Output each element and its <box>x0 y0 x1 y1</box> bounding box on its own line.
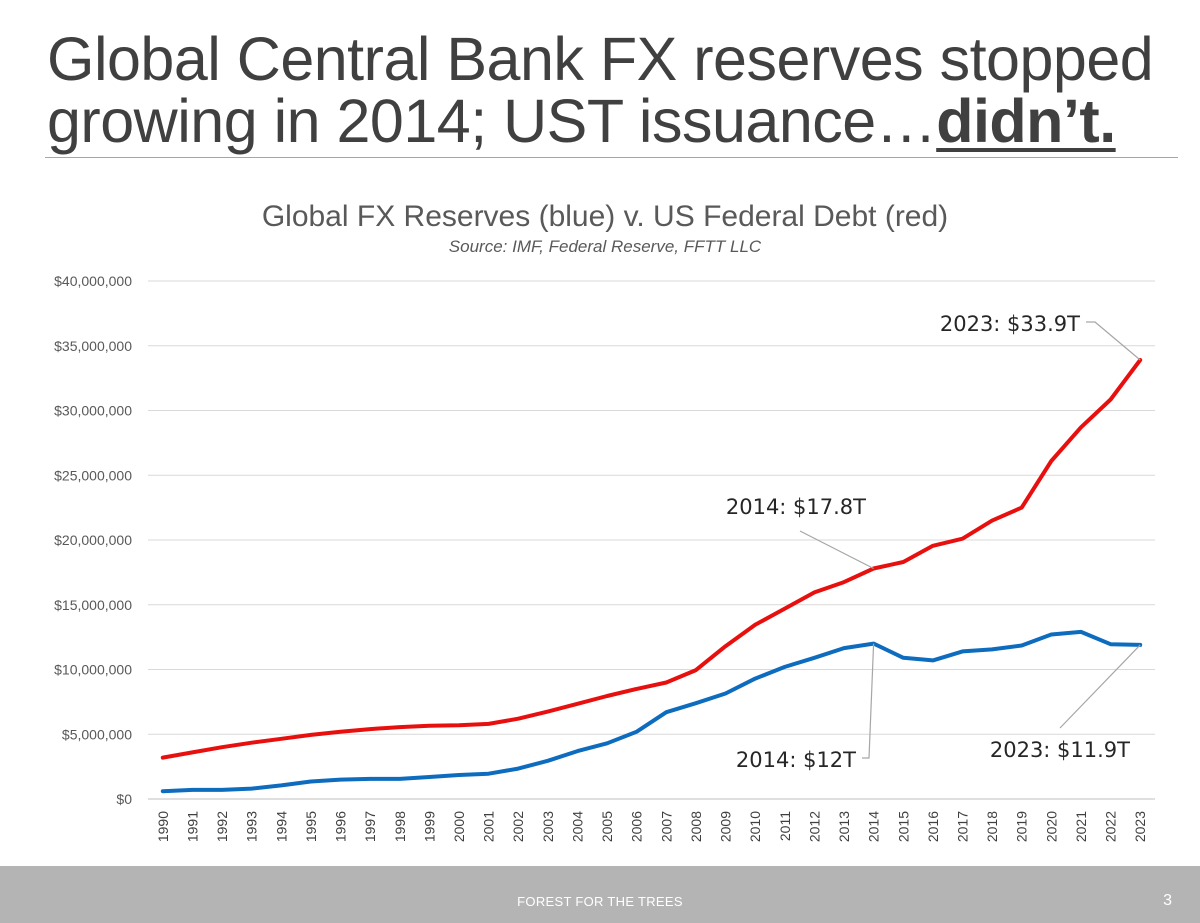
x-tick-label: 2008 <box>688 811 704 842</box>
x-tick-label: 2015 <box>895 811 911 842</box>
annotation-leader <box>862 643 875 759</box>
x-tick-label: 2005 <box>599 811 615 842</box>
footer-text: FOREST FOR THE TREES <box>517 894 683 909</box>
x-tick-label: 2021 <box>1073 811 1089 842</box>
y-axis-ticks: $0 $5,000,000 $10,000,000 $15,000,000 $20,00… <box>54 273 132 807</box>
x-tick-label: 2014 <box>866 811 882 842</box>
x-tick-label: 1990 <box>155 811 171 842</box>
y-tick-label: $30,000,000 <box>54 403 132 419</box>
slide-title-emphasis: didn’t. <box>936 87 1116 155</box>
series-lines <box>160 358 1143 794</box>
annotation-label: 2023: $11.9T <box>990 738 1130 762</box>
annotation-label: 2023: $33.9T <box>940 312 1080 336</box>
x-tick-label: 1999 <box>421 811 437 842</box>
annotations: 2023: $33.9T 2014: $17.8T 2014: $12T 2023: … <box>726 312 1141 772</box>
x-tick-label: 1995 <box>303 811 319 842</box>
annotation-leader <box>1059 644 1141 729</box>
x-tick-label: 2010 <box>747 811 763 842</box>
x-tick-label: 2011 <box>777 811 793 841</box>
x-tick-label: 2019 <box>1014 811 1030 842</box>
x-tick-label: 1996 <box>333 811 349 842</box>
x-tick-label: 2003 <box>540 811 556 842</box>
x-tick-label: 2000 <box>451 811 467 842</box>
slide-title-main: Global Central Bank FX reserves stopped … <box>47 25 1154 155</box>
y-tick-label: $40,000,000 <box>54 273 132 289</box>
x-tick-label: 1994 <box>273 811 289 842</box>
y-tick-label: $0 <box>116 791 132 807</box>
x-tick-label: 2022 <box>1103 811 1119 842</box>
annotation-label: 2014: $12T <box>736 748 856 772</box>
footer-bar: FOREST FOR THE TREES 3 <box>0 866 1200 923</box>
x-tick-label: 2017 <box>954 811 970 842</box>
x-tick-label: 2007 <box>658 811 674 842</box>
chart-subtitle: Source: IMF, Federal Reserve, FFTT LLC <box>449 237 762 256</box>
y-tick-label: $35,000,000 <box>54 338 132 354</box>
x-tick-label: 2012 <box>806 811 822 842</box>
y-tick-label: $5,000,000 <box>62 726 132 742</box>
us-federal-debt-line <box>160 358 1143 760</box>
x-tick-label: 2001 <box>481 811 497 842</box>
annotation-leader <box>799 530 874 570</box>
title-divider <box>45 157 1178 158</box>
x-tick-label: 2006 <box>629 811 645 842</box>
chart-title: Global FX Reserves (blue) v. US Federal … <box>262 200 948 233</box>
x-tick-label: 2009 <box>718 811 734 842</box>
annotation-leader <box>1086 321 1141 361</box>
x-tick-label: 2013 <box>836 811 852 842</box>
x-tick-label: 2020 <box>1043 811 1059 842</box>
global-fx-reserves-line <box>160 629 1143 794</box>
y-tick-label: $10,000,000 <box>54 662 132 678</box>
x-tick-label: 2018 <box>984 811 1000 842</box>
page-number: 3 <box>1163 892 1172 909</box>
slide-title: Global Central Bank FX reserves stopped … <box>47 28 1167 152</box>
annotation-label: 2014: $17.8T <box>726 495 866 519</box>
x-tick-label: 2002 <box>510 811 526 842</box>
x-tick-label: 2004 <box>569 811 585 842</box>
x-tick-label: 2023 <box>1132 811 1148 842</box>
x-tick-label: 1993 <box>244 811 260 842</box>
line-chart: Global FX Reserves (blue) v. US Federal … <box>54 200 1155 842</box>
y-tick-label: $20,000,000 <box>54 532 132 548</box>
x-axis-ticks: 1990 1991 1992 1993 1994 1995 1996 1997 1998 1999… <box>155 811 1148 842</box>
gridlines <box>148 280 1155 800</box>
x-tick-label: 1992 <box>214 811 230 842</box>
x-tick-label: 2016 <box>925 811 941 842</box>
x-tick-label: 1998 <box>392 811 408 842</box>
y-tick-label: $15,000,000 <box>54 597 132 613</box>
x-tick-label: 1991 <box>184 811 200 842</box>
x-tick-label: 1997 <box>362 811 378 842</box>
y-tick-label: $25,000,000 <box>54 467 132 483</box>
